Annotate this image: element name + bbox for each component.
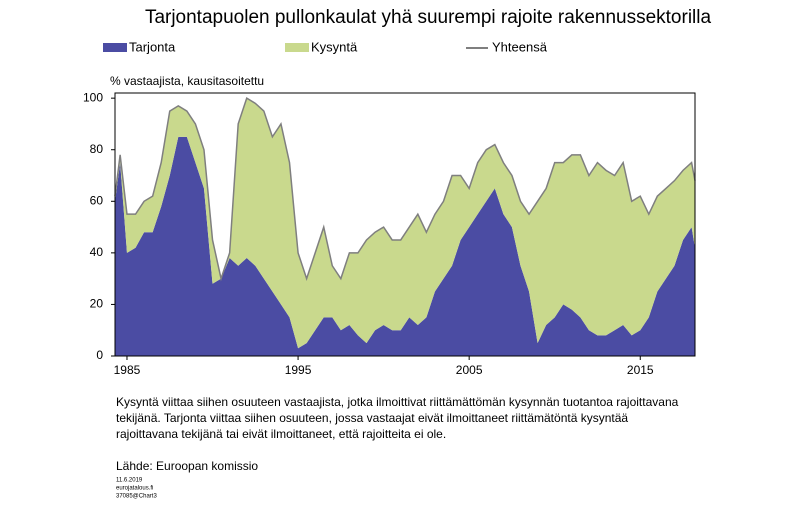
x-tick-label: 2005 xyxy=(456,363,483,377)
chart-title: Tarjontapuolen pullonkaulat yhä suurempi… xyxy=(145,7,712,28)
note: tekijänä. Tarjonta viittaa siihen osuute… xyxy=(116,411,628,425)
legend-swatch xyxy=(285,43,309,52)
y-axis-label: % vastaajista, kausitasoitettu xyxy=(110,74,264,88)
legend-label: Tarjonta xyxy=(129,39,176,54)
plot-frame xyxy=(114,92,696,357)
x-tick-label: 2015 xyxy=(627,363,654,377)
footer: eurojatalous.fi xyxy=(116,486,153,492)
area xyxy=(115,98,695,349)
footer: 37085@Chart3 xyxy=(116,494,157,500)
x-tick-label: 1985 xyxy=(114,363,141,377)
x-tick-label: 1995 xyxy=(285,363,312,377)
legend-label: Kysyntä xyxy=(311,39,358,54)
area xyxy=(115,136,695,356)
y-tick-label: 20 xyxy=(90,297,104,311)
y-tick-label: 60 xyxy=(90,193,104,207)
y-tick-label: 80 xyxy=(90,142,104,156)
note: Kysyntä viittaa siihen osuuteen vastaaji… xyxy=(116,395,679,409)
y-tick-label: 100 xyxy=(83,90,103,104)
footer: 11.6.2019 xyxy=(116,478,143,484)
legend-swatch xyxy=(103,43,127,52)
line xyxy=(114,97,696,282)
y-tick-label: 0 xyxy=(96,348,103,362)
y-tick-label: 40 xyxy=(90,245,104,259)
legend-label: Yhteensä xyxy=(492,39,548,54)
source: Lähde: Euroopan komissio xyxy=(116,459,258,473)
note: rajoittavana tekijänä tai eivät ilmoitta… xyxy=(116,427,446,441)
